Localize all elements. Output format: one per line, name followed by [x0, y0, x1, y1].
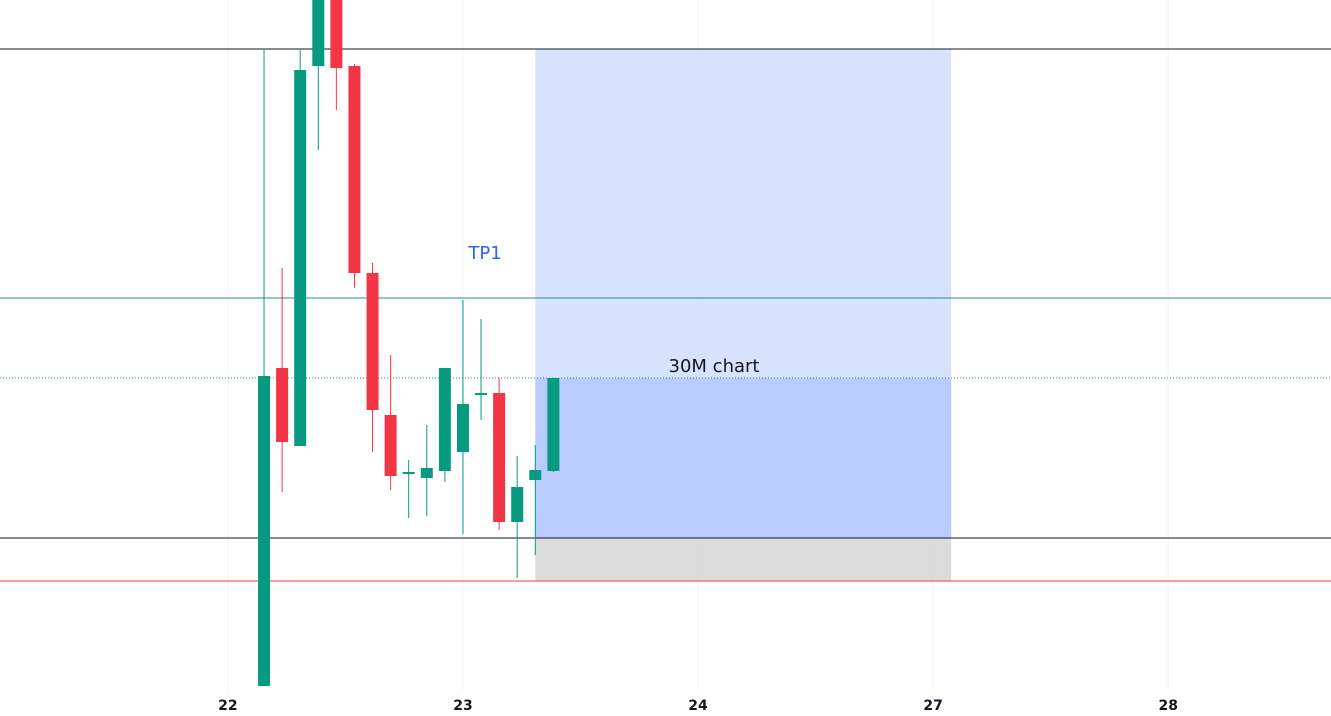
candle-body: [312, 0, 325, 66]
candle-body: [529, 470, 542, 480]
candle-body: [276, 368, 289, 442]
annotation: 30M chart: [669, 356, 760, 377]
candle-body: [330, 0, 343, 68]
candle-body: [348, 66, 361, 273]
position-zone: [535, 538, 952, 581]
candle-body: [294, 70, 307, 446]
candle-body: [366, 273, 379, 410]
position-zone: [535, 378, 952, 538]
x-tick-label: 27: [923, 698, 942, 714]
candle-body: [475, 393, 488, 395]
candle-body: [456, 404, 469, 452]
candle-body: [511, 487, 524, 522]
candle-body: [493, 393, 506, 522]
x-tick-label: 23: [453, 698, 472, 714]
candle-body: [402, 472, 415, 474]
x-tick-label: 24: [688, 698, 708, 714]
position-zone: [535, 49, 952, 378]
candle-body: [384, 415, 397, 476]
x-tick-label: 22: [218, 698, 237, 714]
candle-body: [438, 368, 451, 471]
candle-body: [420, 468, 433, 478]
candle-body: [258, 376, 271, 686]
annotation: TP1: [467, 243, 501, 264]
x-tick-label: 28: [1158, 698, 1177, 714]
candle-body: [547, 378, 560, 471]
